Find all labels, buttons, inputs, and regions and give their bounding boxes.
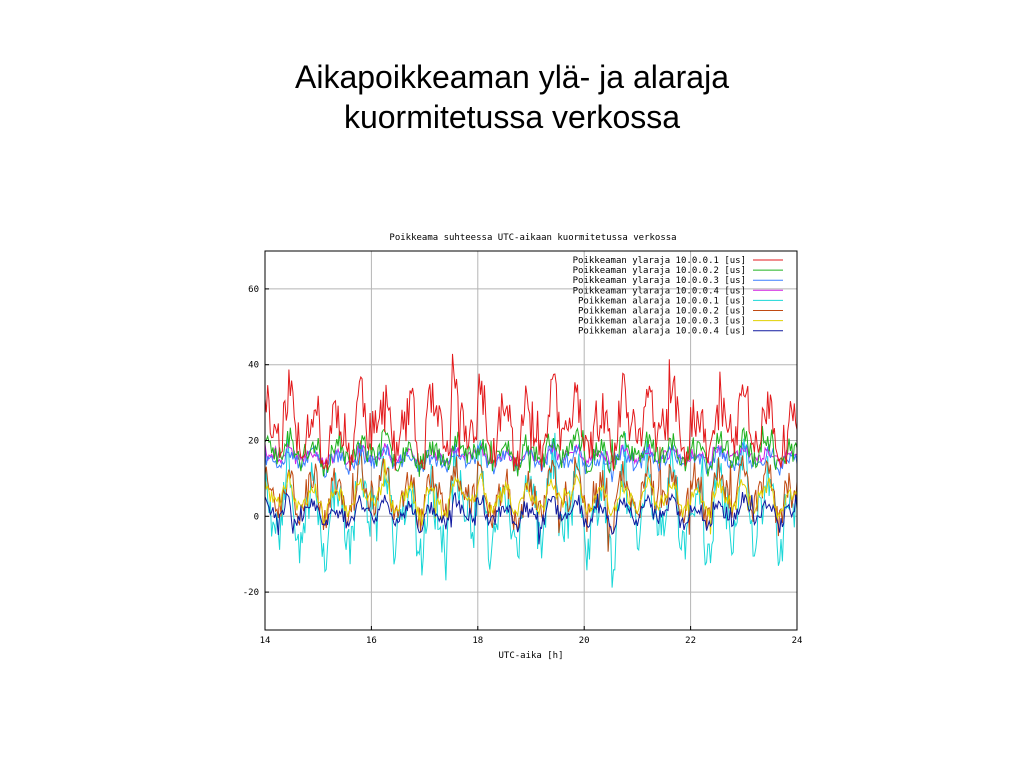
series-line-5 xyxy=(264,432,798,588)
series-line-1 xyxy=(264,353,798,471)
slide-title-line-1: Aikapoikkeaman ylä- ja alaraja xyxy=(295,59,729,95)
chart-title: Poikkeama suhteessa UTC-aikaan kuormitet… xyxy=(389,233,676,243)
plot-area xyxy=(264,353,798,588)
y-tick-label: -20 xyxy=(243,588,259,598)
series-line-6 xyxy=(264,440,798,552)
legend-label: Poikkeaman ylaraja 10.0.0.1 [us] xyxy=(573,256,746,266)
x-tick-label: 18 xyxy=(472,636,483,646)
legend: Poikkeaman ylaraja 10.0.0.1 [us]Poikkeam… xyxy=(573,256,783,337)
y-tick-label: 0 xyxy=(254,512,259,522)
legend-label: Poikkeman alaraja 10.0.0.2 [us] xyxy=(578,307,746,317)
legend-label: Poikkeaman ylaraja 10.0.0.2 [us] xyxy=(573,266,746,276)
legend-label: Poikkeman alaraja 10.0.0.4 [us] xyxy=(578,327,746,337)
series-line-7 xyxy=(264,459,798,535)
x-tick-label: 24 xyxy=(792,636,803,646)
slide-title-line-2: kuormitetussa verkossa xyxy=(343,99,681,135)
legend-label: Poikkeman alaraja 10.0.0.3 [us] xyxy=(578,317,746,327)
legend-label: Poikkeaman ylaraja 10.0.0.4 [us] xyxy=(573,286,746,296)
x-tick-label: 22 xyxy=(685,636,696,646)
y-tick-label: 60 xyxy=(248,285,259,295)
axis-ticks: 14 16 18 20 22 24 -20 0 20 40 60 xyxy=(243,285,803,646)
series-line-8 xyxy=(264,491,798,545)
legend-label: Poikkeaman ylaraja 10.0.0.3 [us] xyxy=(573,276,746,286)
y-tick-label: 20 xyxy=(248,437,259,447)
x-tick-label: 14 xyxy=(260,636,271,646)
x-axis-label: UTC-aika [h] xyxy=(498,651,563,661)
legend-label: Poikkeman alaraja 10.0.0.1 [us] xyxy=(578,296,746,306)
x-tick-label: 16 xyxy=(366,636,377,646)
x-tick-label: 20 xyxy=(579,636,590,646)
y-tick-label: 40 xyxy=(248,361,259,371)
